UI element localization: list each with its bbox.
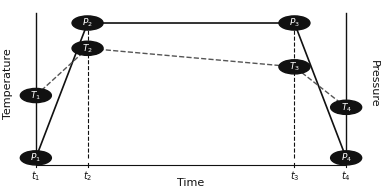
Circle shape: [20, 151, 51, 165]
Circle shape: [279, 60, 310, 74]
Text: $T_2$: $T_2$: [82, 42, 93, 55]
Circle shape: [72, 41, 103, 55]
Circle shape: [279, 16, 310, 30]
Text: $T_3$: $T_3$: [289, 61, 300, 73]
Circle shape: [331, 100, 362, 114]
Text: $P_1$: $P_1$: [31, 152, 41, 164]
Text: Pressure: Pressure: [369, 60, 379, 108]
Text: $T_4$: $T_4$: [341, 101, 352, 114]
Text: $t_1$: $t_1$: [31, 169, 40, 183]
Text: $P_2$: $P_2$: [82, 17, 93, 29]
Text: Temperature: Temperature: [3, 48, 13, 119]
Circle shape: [20, 88, 51, 103]
Circle shape: [331, 151, 362, 165]
Text: $t_4$: $t_4$: [341, 169, 351, 183]
Text: $t_2$: $t_2$: [83, 169, 92, 183]
Circle shape: [72, 16, 103, 30]
Text: Time: Time: [177, 178, 205, 188]
Text: $P_4$: $P_4$: [341, 152, 352, 164]
Text: $P_3$: $P_3$: [289, 17, 300, 29]
Text: $t_3$: $t_3$: [290, 169, 299, 183]
Text: $T_1$: $T_1$: [30, 89, 41, 102]
